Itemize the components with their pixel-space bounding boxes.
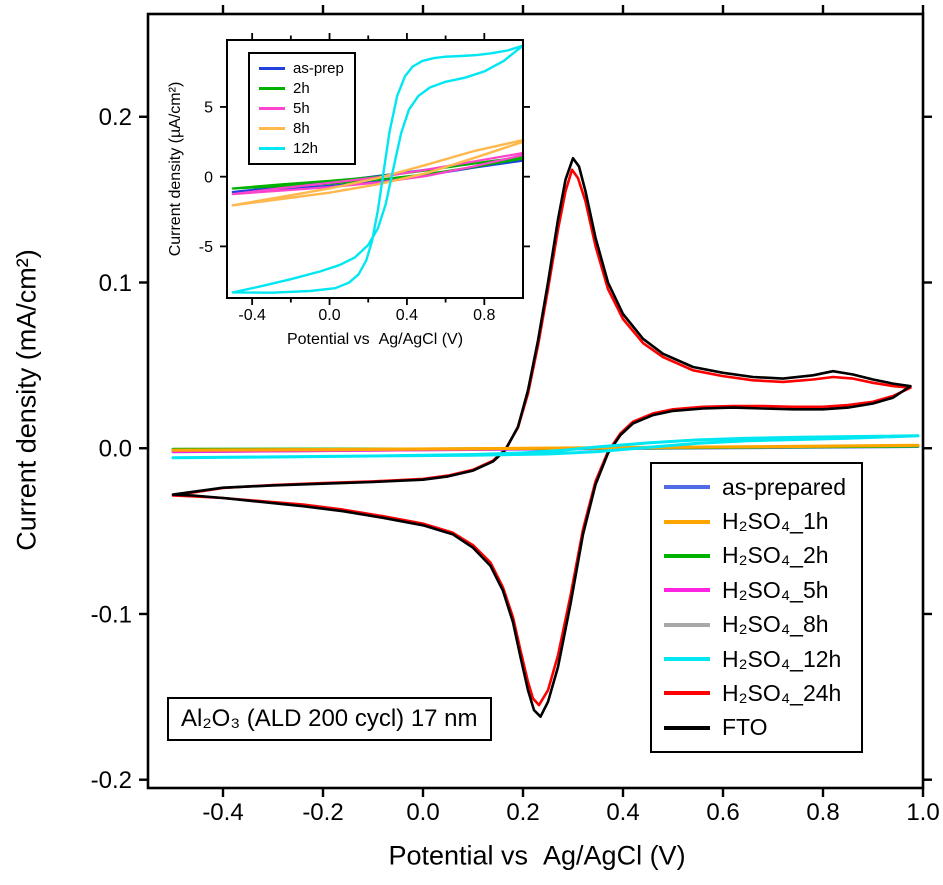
- svg-text:0.4: 0.4: [396, 307, 418, 324]
- legend-item: as-prepared: [664, 473, 849, 500]
- legend-swatch: [259, 147, 285, 151]
- curve-H2SO4_12h: [171, 434, 920, 460]
- legend-item: H₂SO₄_1h: [664, 510, 849, 533]
- svg-text:0.0: 0.0: [406, 799, 439, 826]
- legend-label: 2h: [293, 79, 310, 97]
- legend-item: 5h: [259, 101, 345, 116]
- legend-label: H₂SO₄_8h: [722, 611, 829, 638]
- svg-text:0.1: 0.1: [99, 270, 132, 297]
- legend-item: H₂SO₄_24h: [664, 679, 849, 706]
- svg-text:-0.2: -0.2: [302, 799, 343, 826]
- main-x-axis-label: Potential vs Ag/AgCl (V): [388, 840, 686, 871]
- legend-swatch: [664, 553, 710, 558]
- legend-swatch: [664, 691, 710, 696]
- legend-item: 12h: [259, 141, 345, 156]
- curve-H2SO4_2h: [171, 444, 920, 451]
- svg-text:0: 0: [204, 169, 213, 186]
- legend-swatch: [664, 622, 710, 627]
- svg-text:-0.2: -0.2: [91, 767, 132, 794]
- svg-text:0.8: 0.8: [473, 307, 495, 324]
- svg-text:0.4: 0.4: [606, 799, 639, 826]
- legend-swatch: [664, 485, 710, 490]
- svg-text:-0.1: -0.1: [91, 601, 132, 628]
- legend-item: H₂SO₄_2h: [664, 544, 849, 567]
- legend-swatch: [664, 588, 710, 593]
- legend-item: 2h: [259, 81, 345, 96]
- svg-text:0.0: 0.0: [99, 436, 132, 463]
- svg-text:0.0: 0.0: [318, 307, 340, 324]
- svg-text:5: 5: [204, 100, 213, 117]
- curve-H2SO4_5h: [171, 444, 920, 454]
- legend-label: H₂SO₄_1h: [722, 508, 829, 535]
- legend-swatch: [664, 657, 710, 662]
- legend-label: as-prep: [293, 59, 344, 77]
- legend-item: as-prep: [259, 61, 345, 76]
- curve-H2SO4_1h: [171, 443, 920, 452]
- legend-swatch: [259, 66, 285, 70]
- legend-item: H₂SO₄_12h: [664, 645, 849, 672]
- inset-legend: as-prep 2h 5h 8h 12h: [248, 52, 356, 165]
- legend-label: as-prepared: [722, 473, 847, 500]
- legend-swatch: [664, 725, 710, 730]
- legend-item: 8h: [259, 121, 345, 136]
- legend-label: 8h: [293, 120, 310, 138]
- legend-label: H₂SO₄_5h: [722, 576, 829, 603]
- curve-as-prepared: [171, 445, 920, 454]
- svg-text:-0.4: -0.4: [238, 307, 266, 324]
- inset-y-axis-label: Current density (µA/cm²): [167, 81, 184, 257]
- svg-text:-5: -5: [199, 239, 213, 256]
- svg-text:-0.4: -0.4: [202, 799, 243, 826]
- legend-label: FTO: [722, 714, 768, 741]
- curve-H2SO4_8h: [171, 444, 920, 453]
- svg-text:0.2: 0.2: [99, 104, 132, 131]
- sample-annotation: Al₂O₃ (ALD 200 cycl) 17 nm: [167, 697, 492, 741]
- svg-text:0.6: 0.6: [706, 799, 739, 826]
- legend-label: H₂SO₄_12h: [722, 645, 842, 672]
- svg-text:0.8: 0.8: [806, 799, 839, 826]
- legend-swatch: [259, 106, 285, 110]
- legend-label: 12h: [293, 140, 319, 158]
- svg-text:0.2: 0.2: [506, 799, 539, 826]
- svg-text:1.0: 1.0: [906, 799, 939, 826]
- legend-swatch: [664, 519, 710, 524]
- legend-label: 5h: [293, 99, 310, 117]
- legend-label: H₂SO₄_24h: [722, 679, 842, 706]
- legend-item: FTO: [664, 716, 849, 739]
- legend-swatch: [259, 127, 285, 131]
- legend-item: H₂SO₄_8h: [664, 613, 849, 636]
- main-legend: as-prepared H₂SO₄_1h H₂SO₄_2h H₂SO₄_5h H₂SO₄…: [650, 462, 863, 753]
- legend-item: H₂SO₄_5h: [664, 576, 849, 603]
- inset-x-axis-label: Potential vs Ag/AgCl (V): [286, 331, 464, 348]
- main-y-axis-label: Current density (mA/cm²): [11, 249, 42, 551]
- legend-swatch: [259, 86, 285, 90]
- legend-label: H₂SO₄_2h: [722, 542, 829, 569]
